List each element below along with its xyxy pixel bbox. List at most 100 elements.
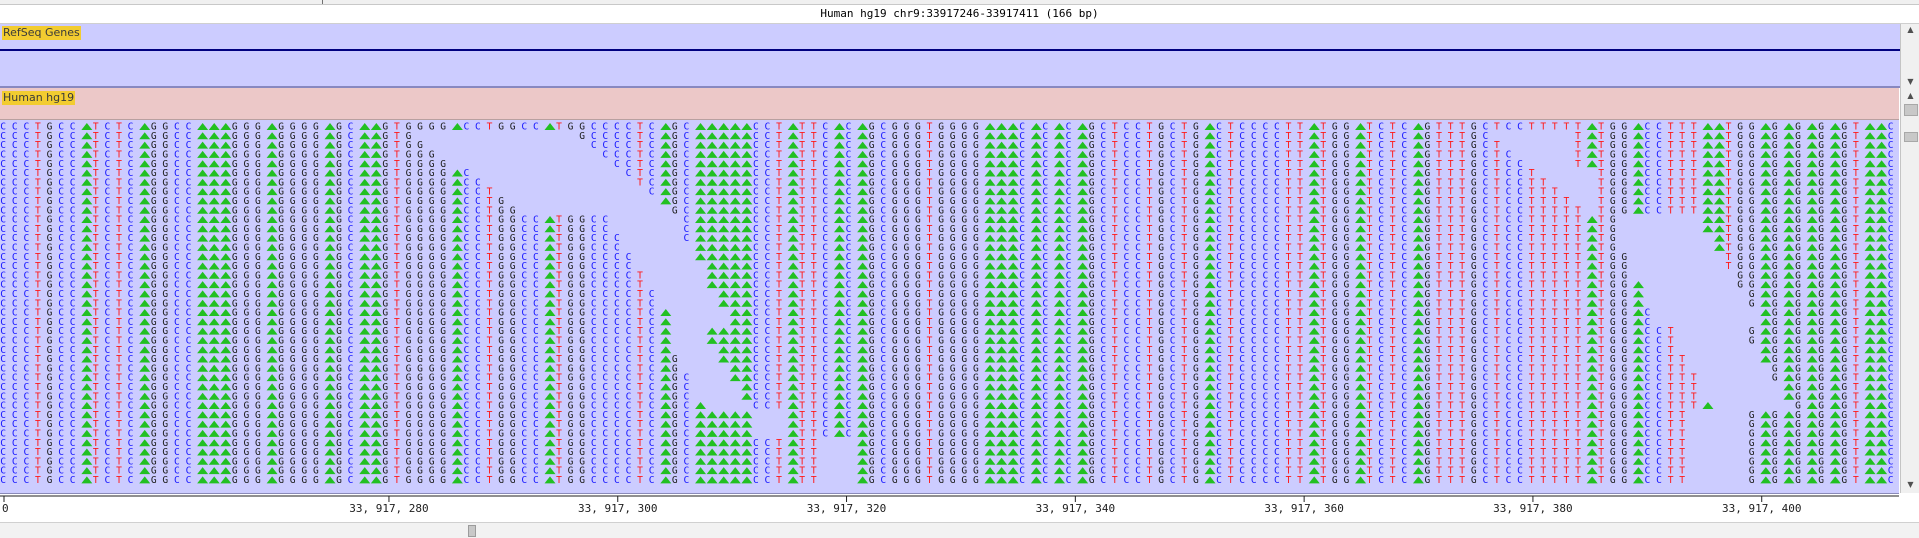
triangle-down-icon[interactable]: ▼	[1907, 77, 1914, 86]
gene-model-line[interactable]	[0, 49, 1919, 51]
refseq-vertical-scrollbar[interactable]: ▲ ▼	[1900, 24, 1919, 88]
human-hg19-label[interactable]: Human hg19	[2, 91, 76, 105]
human-hg19-reference-track[interactable]: Human hg19	[0, 88, 1899, 120]
triangle-up-icon[interactable]: ▲	[1907, 25, 1914, 34]
refseq-genes-track[interactable]: RefSeq Genes	[0, 24, 1919, 88]
refseq-genes-label[interactable]: RefSeq Genes	[2, 26, 81, 40]
